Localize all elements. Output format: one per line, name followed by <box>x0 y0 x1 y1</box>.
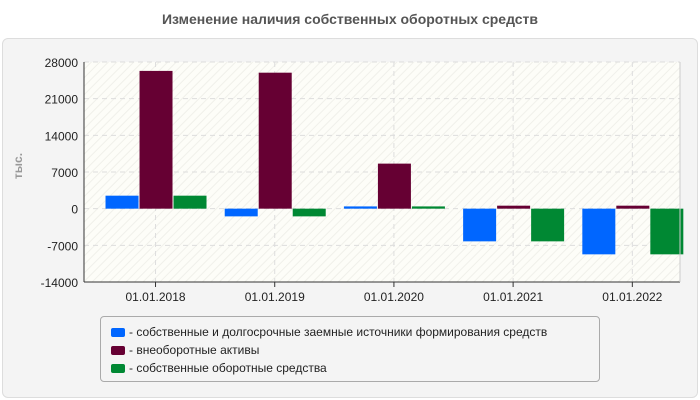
y-axis-label: тыс. <box>11 153 25 179</box>
y-tick-label: -7000 <box>47 239 78 253</box>
x-tick-label: 01.01.2020 <box>364 290 424 304</box>
bar <box>258 72 292 209</box>
legend-item-working-capital: - собственные оборотные средства <box>111 359 589 377</box>
bar <box>531 208 565 242</box>
bar <box>497 205 531 209</box>
x-tick-label: 01.01.2019 <box>245 290 305 304</box>
y-tick-label: -14000 <box>41 276 79 290</box>
legend: - собственные и долгосрочные заемные ист… <box>100 316 600 382</box>
legend-label: - внеоборотные активы <box>129 343 260 357</box>
bar <box>224 208 258 217</box>
y-tick-label: 7000 <box>51 166 78 180</box>
bar <box>411 206 445 209</box>
legend-swatch <box>111 345 125 355</box>
legend-label: - собственные оборотные средства <box>129 361 327 375</box>
x-tick-label: 01.01.2021 <box>483 290 543 304</box>
legend-label: - собственные и долгосрочные заемные ист… <box>129 325 548 339</box>
y-tick-label: 14000 <box>45 129 79 143</box>
bar <box>650 208 684 255</box>
bar <box>377 163 411 209</box>
legend-swatch <box>111 363 125 373</box>
bar <box>343 206 377 209</box>
y-tick-label: 21000 <box>45 93 79 107</box>
y-tick-label: 0 <box>71 203 78 217</box>
legend-swatch <box>111 327 125 337</box>
y-tick-label: 28000 <box>45 56 79 70</box>
bar <box>463 208 497 242</box>
bar <box>292 208 326 217</box>
bar <box>139 70 173 209</box>
legend-item-noncurrent-assets: - внеоборотные активы <box>111 341 589 359</box>
x-tick-label: 01.01.2022 <box>602 290 662 304</box>
bar <box>173 195 207 209</box>
x-tick-label: 01.01.2018 <box>125 290 185 304</box>
bar <box>582 208 616 255</box>
bar <box>105 195 139 209</box>
legend-item-sources: - собственные и долгосрочные заемные ист… <box>111 323 589 341</box>
bar <box>616 205 650 209</box>
chart-title: Изменение наличия собственных оборотных … <box>161 11 539 27</box>
